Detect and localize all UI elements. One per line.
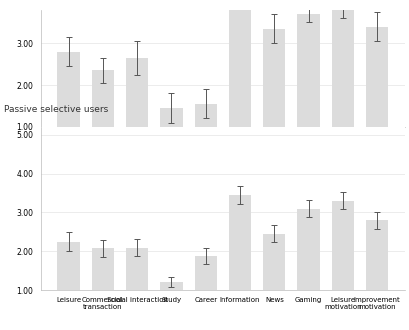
Bar: [366, 27, 389, 169]
Bar: [92, 70, 114, 169]
Bar: [332, 201, 354, 329]
Bar: [263, 29, 285, 169]
Bar: [57, 51, 80, 169]
Bar: [263, 234, 285, 329]
Bar: [160, 108, 182, 169]
Bar: [92, 248, 114, 329]
Bar: [160, 282, 182, 329]
Bar: [229, 195, 251, 329]
Bar: [297, 14, 320, 169]
Bar: [126, 58, 148, 169]
Bar: [57, 242, 80, 329]
Bar: [332, 6, 354, 169]
Text: Passive selective users: Passive selective users: [4, 105, 108, 114]
Bar: [229, 0, 251, 169]
Bar: [297, 209, 320, 329]
Bar: [126, 248, 148, 329]
Bar: [195, 104, 217, 169]
Bar: [366, 220, 389, 329]
Bar: [195, 256, 217, 329]
